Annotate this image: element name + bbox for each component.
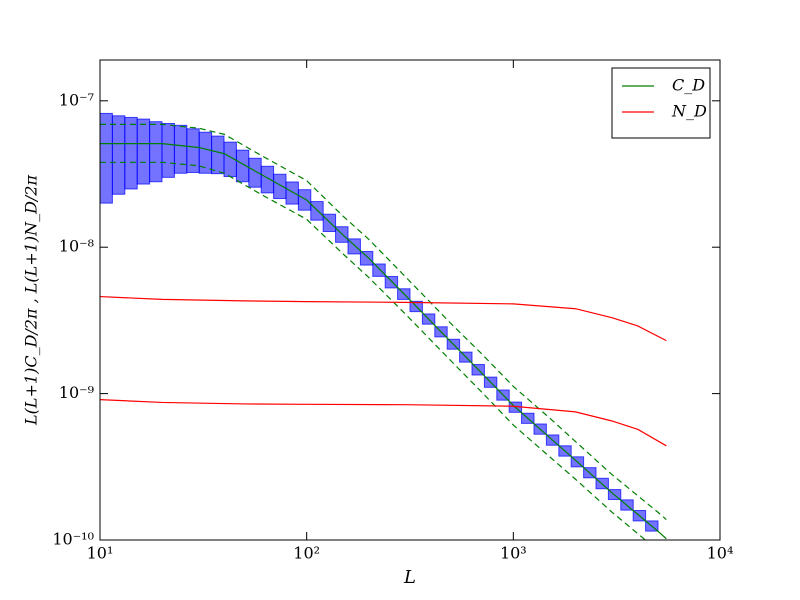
dashed-line	[100, 123, 667, 520]
error-box	[211, 135, 225, 175]
x-tick-label: 10⁴	[707, 544, 734, 563]
error-box	[186, 128, 200, 173]
error-box	[372, 263, 386, 277]
x-axis-label: L	[403, 567, 416, 588]
y-tick-label: 10⁻¹⁰	[52, 530, 94, 549]
error-box	[161, 122, 175, 178]
error-box	[198, 131, 213, 174]
y-tick-label: 10⁻⁹	[59, 383, 95, 402]
error-box	[100, 112, 113, 204]
error-box	[359, 250, 374, 266]
error-box	[322, 213, 337, 233]
error-box	[285, 181, 299, 205]
error-box	[273, 173, 287, 200]
legend-label: C_D	[672, 76, 705, 95]
y-axis-label: L(L+1)C_D/2π , L(L+1)N_D/2π	[22, 175, 41, 426]
line	[100, 399, 667, 447]
legend-label: N_D	[671, 102, 707, 121]
error-box	[260, 165, 275, 194]
error-box	[124, 116, 138, 190]
line	[100, 295, 667, 342]
error-box	[149, 121, 163, 183]
error-box	[310, 201, 324, 221]
legend: C_D N_D	[611, 67, 711, 139]
y-tick-label: 10⁻⁷	[59, 90, 94, 109]
ticks: 10¹ 10² 10³ 10⁴ 10⁻¹⁰ 10⁻⁹ 10⁻⁸ 10⁻⁷	[52, 60, 733, 563]
error-box	[384, 275, 399, 289]
plot-area	[100, 112, 667, 540]
error-box	[173, 124, 188, 174]
error-box	[297, 189, 312, 211]
y-tick-label: 10⁻⁸	[59, 237, 94, 256]
error-box	[111, 115, 126, 195]
x-tick-label: 10³	[500, 544, 527, 563]
dashed-line	[100, 161, 647, 540]
x-tick-label: 10²	[293, 544, 320, 563]
error-box	[136, 118, 151, 185]
axes-frame	[99, 59, 721, 541]
line	[100, 143, 667, 540]
x-tick-label: 10¹	[87, 544, 114, 563]
legend-box	[611, 67, 711, 139]
